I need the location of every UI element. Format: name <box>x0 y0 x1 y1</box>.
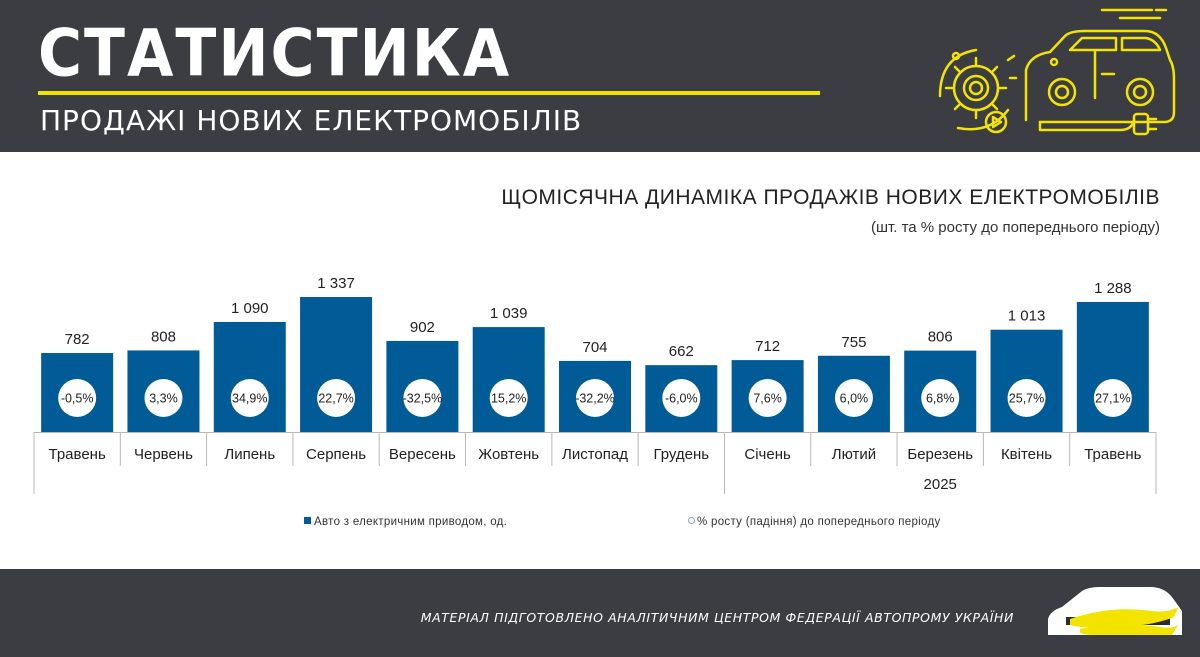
tick-label: Липень <box>224 446 275 463</box>
value-label: 1 090 <box>231 300 269 317</box>
growth-point <box>1007 379 1046 417</box>
tick-label: Серпень <box>306 446 366 463</box>
growth-point <box>834 379 873 417</box>
year-label: 2025 <box>924 476 957 493</box>
legend-label-bars: Авто з електричним приводом, од. <box>314 516 508 528</box>
chart-subtitle: (шт. та % росту до попереднього періоду) <box>871 219 1160 236</box>
chart-title: ЩОМІСЯЧНА ДИНАМІКА ПРОДАЖІВ НОВИХ ЕЛЕКТР… <box>501 186 1160 209</box>
value-label: 808 <box>151 328 176 345</box>
growth-label: -6,0% <box>665 392 698 406</box>
value-label: 782 <box>65 331 90 348</box>
growth-point <box>489 379 528 417</box>
growth-point <box>748 379 787 417</box>
tick-label: Вересень <box>389 446 456 463</box>
growth-point <box>58 379 97 417</box>
legend-item-growth: % росту (падіння) до попереднього період… <box>688 516 941 528</box>
growth-label: 7,6% <box>753 392 782 406</box>
car-logo-icon <box>1040 587 1190 639</box>
growth-point <box>1093 379 1132 417</box>
value-label: 704 <box>582 339 607 356</box>
legend-item-bars: Авто з електричним приводом, од. <box>304 516 507 528</box>
growth-point <box>144 379 183 417</box>
legend-label-growth: % росту (падіння) до попереднього період… <box>697 516 941 528</box>
tick-label: Жовтень <box>478 446 539 463</box>
value-label: 806 <box>928 329 953 346</box>
growth-label: 15,2% <box>491 392 526 406</box>
tick-label: Квітень <box>1001 446 1052 463</box>
growth-label: 6,8% <box>926 392 955 406</box>
growth-label: -0,5% <box>61 392 94 406</box>
value-label: 1 288 <box>1094 280 1132 297</box>
growth-point <box>662 379 701 417</box>
value-label: 1 013 <box>1008 308 1046 325</box>
growth-point <box>230 379 269 417</box>
growth-label: 6,0% <box>840 392 869 406</box>
tick-label: Січень <box>744 446 791 463</box>
value-label: 712 <box>755 338 780 355</box>
growth-point <box>921 379 960 417</box>
value-label: 755 <box>841 334 866 351</box>
tick-label: Травень <box>1084 446 1141 463</box>
growth-label: 25,7% <box>1009 392 1044 406</box>
footer-banner: МАТЕРІАЛ ПІДГОТОВЛЕНО АНАЛІТИЧНИМ ЦЕНТРО… <box>0 569 1200 657</box>
tick-label: Червень <box>134 446 193 463</box>
header-banner: СТАТИСТИКА ПРОДАЖІ НОВИХ ЕЛЕКТРОМОБІЛІВ <box>0 0 1200 152</box>
footer-credit: МАТЕРІАЛ ПІДГОТОВЛЕНО АНАЛІТИЧНИМ ЦЕНТРО… <box>420 610 1014 625</box>
bar-chart: 782 -0,5% Травень 808 3,3% Червень 1 090 34,9% Л… <box>33 275 1157 494</box>
value-label: 1 039 <box>490 305 528 322</box>
title-underline <box>38 91 820 95</box>
legend-swatch-dot <box>688 517 695 524</box>
value-label: 902 <box>410 319 435 336</box>
growth-label: 3,3% <box>149 392 178 406</box>
tick-label: Березень <box>907 446 973 463</box>
tick-label: Лютий <box>832 446 876 463</box>
tick-label: Листопад <box>562 446 628 463</box>
value-label: 1 337 <box>317 275 355 292</box>
growth-label: -32,2% <box>575 392 615 406</box>
growth-label: -32,5% <box>403 392 443 406</box>
legend-swatch-bar <box>304 517 311 524</box>
tick-label: Грудень <box>653 446 709 463</box>
value-label: 662 <box>669 343 694 360</box>
growth-point <box>576 379 614 417</box>
growth-label: 27,1% <box>1095 392 1130 406</box>
electric-car-gear-icon <box>938 8 1176 136</box>
page-subtitle: ПРОДАЖІ НОВИХ ЕЛЕКТРОМОБІЛІВ <box>40 104 583 137</box>
growth-point <box>403 379 442 417</box>
page-title: СТАТИСТИКА <box>38 16 512 92</box>
growth-label: 22,7% <box>318 392 353 406</box>
growth-point <box>317 379 356 417</box>
growth-label: 34,9% <box>232 392 267 406</box>
tick-label: Травень <box>49 446 106 463</box>
